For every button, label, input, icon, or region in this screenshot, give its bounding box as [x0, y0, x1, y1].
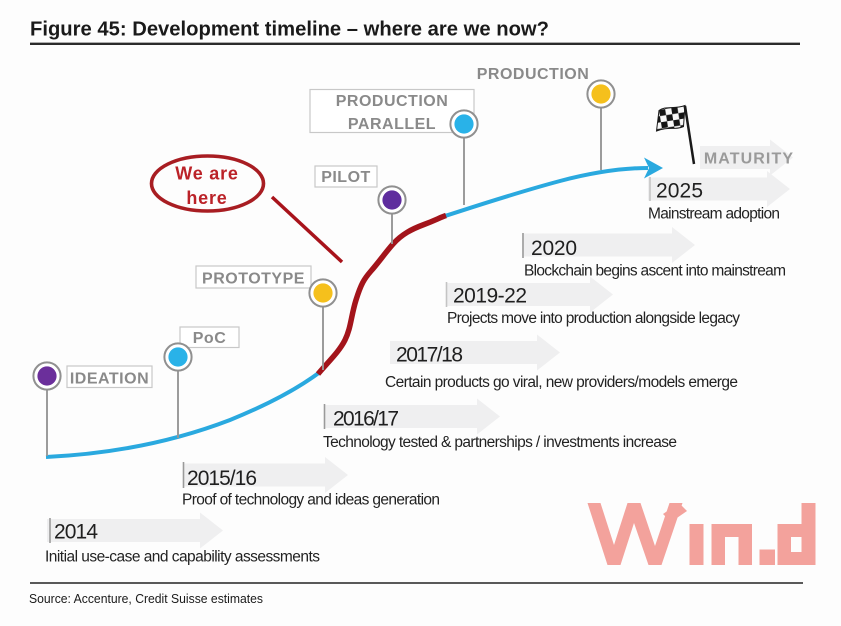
svg-text:2020: 2020	[531, 237, 577, 260]
svg-text:here: here	[186, 188, 227, 208]
svg-text:Certain products go viral, new: Certain products go viral, new providers…	[385, 374, 738, 391]
svg-text:PoC: PoC	[193, 330, 227, 347]
svg-text:Figure 45: Development timelin: Figure 45: Development timeline – where …	[30, 18, 549, 41]
svg-text:Blockchain begins ascent into: Blockchain begins ascent into mainstream	[524, 263, 786, 280]
svg-text:We are: We are	[175, 164, 239, 184]
svg-text:2017/18: 2017/18	[396, 344, 463, 367]
svg-text:PARALLEL: PARALLEL	[348, 116, 436, 133]
svg-text:Technology tested & partnershi: Technology tested & partnerships / inves…	[323, 434, 677, 451]
svg-text:PRODUCTION: PRODUCTION	[477, 66, 590, 83]
svg-text:2016/17: 2016/17	[333, 408, 399, 431]
svg-text:2015/16: 2015/16	[187, 467, 257, 490]
svg-text:IDEATION: IDEATION	[70, 371, 149, 388]
svg-text:Projects move into production: Projects move into production alongside …	[447, 310, 740, 327]
svg-text:Mainstream adoption: Mainstream adoption	[648, 206, 780, 223]
svg-text:2025: 2025	[656, 180, 703, 203]
svg-text:MATURITY: MATURITY	[704, 151, 794, 168]
svg-text:Proof of technology and ideas: Proof of technology and ideas generation	[182, 492, 440, 509]
svg-text:2019-22: 2019-22	[453, 285, 527, 308]
svg-text:PROTOTYPE: PROTOTYPE	[202, 271, 305, 288]
svg-text:PRODUCTION: PRODUCTION	[336, 93, 449, 110]
svg-text:PILOT: PILOT	[321, 169, 371, 186]
svg-text:2014: 2014	[54, 521, 98, 544]
svg-text:Initial use-case and capabilit: Initial use-case and capability assessme…	[45, 549, 320, 566]
svg-text:Source: Accenture, Credit Suis: Source: Accenture, Credit Suisse estimat…	[29, 592, 263, 606]
